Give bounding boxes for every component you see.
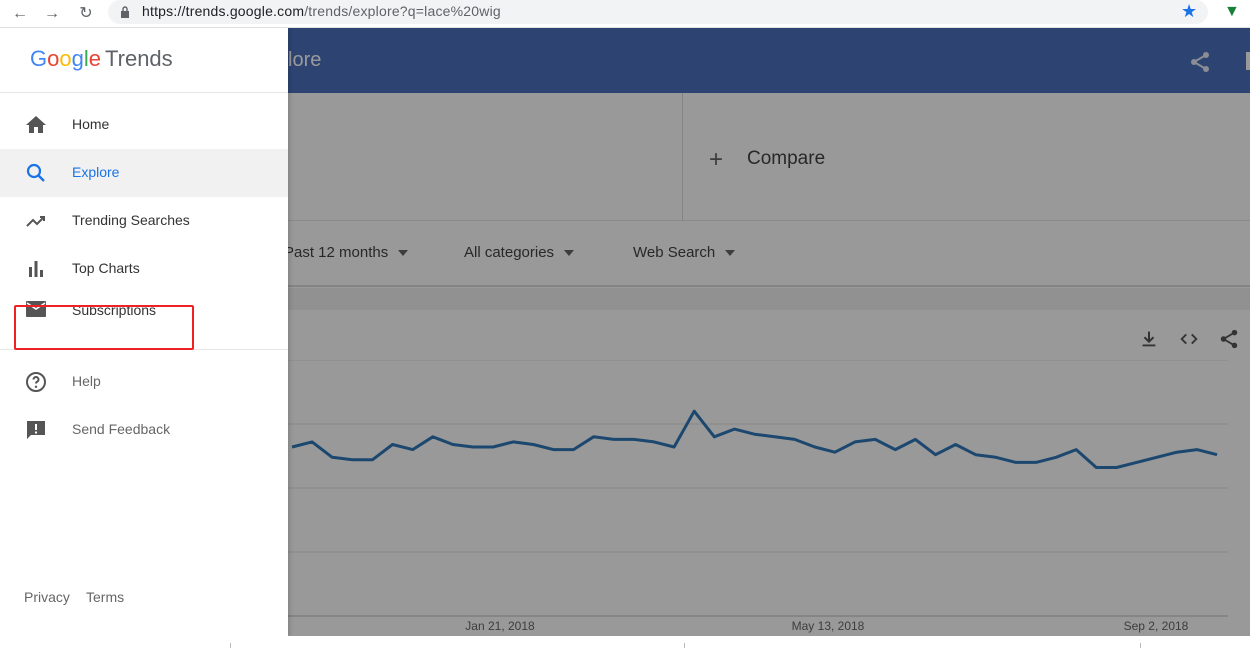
lock-icon <box>121 6 129 18</box>
nav-item-trending-searches[interactable]: Trending Searches <box>0 197 288 245</box>
dropdown-caret-icon <box>564 250 575 257</box>
url-text: https://trends.google.com/trends/explore… <box>142 3 501 19</box>
reload-icon[interactable]: ↻ <box>79 5 93 22</box>
x-tick-label: Sep 2, 2018 <box>1124 619 1189 633</box>
bottom-tick <box>684 643 685 648</box>
time-range-select[interactable]: Past 12 months <box>284 244 409 261</box>
trending-up-icon <box>26 216 45 227</box>
extension-icon[interactable]: ▼ <box>1224 3 1240 20</box>
dropdown-caret-icon <box>725 250 736 257</box>
nav-item-top-charts[interactable]: Top Charts <box>0 245 288 293</box>
interest-line-chart: Jan 21, 2018 May 13, 2018 Sep 2, 2018 <box>288 360 1228 633</box>
page-title: lore <box>288 49 322 71</box>
feedback-icon <box>27 421 45 439</box>
dropdown-caret-icon <box>398 250 409 257</box>
home-icon <box>26 116 46 133</box>
bar-chart-icon <box>29 261 43 277</box>
forward-arrow-icon[interactable]: → <box>44 5 60 22</box>
search-divider <box>682 93 683 221</box>
add-icon[interactable]: + <box>709 146 724 173</box>
search-type-select[interactable]: Web Search <box>633 244 736 261</box>
nav-item-explore[interactable]: Explore <box>0 149 288 197</box>
nav-item-home[interactable]: Home <box>0 101 288 149</box>
back-arrow-icon[interactable]: ← <box>12 5 28 22</box>
bottom-tick <box>1140 643 1141 648</box>
privacy-link[interactable]: Privacy <box>24 589 70 605</box>
interest-over-time-card <box>288 310 1250 640</box>
x-tick-label: May 13, 2018 <box>792 619 865 633</box>
nav-item-help[interactable]: Help <box>0 358 288 406</box>
download-icon[interactable] <box>1138 328 1160 350</box>
google-trends-logo[interactable]: Google Trends <box>30 46 173 71</box>
nav-item-send-feedback[interactable]: Send Feedback <box>0 406 288 454</box>
bottom-strip <box>0 636 1250 648</box>
header-more-icon[interactable] <box>1246 52 1250 70</box>
browser-toolbar: ← → ↻ https://trends.google.com/trends/e… <box>0 0 1250 28</box>
series-line <box>291 409 1218 469</box>
bottom-tick <box>230 643 231 648</box>
compare-button[interactable]: Compare <box>747 148 826 169</box>
terms-link[interactable]: Terms <box>86 589 125 605</box>
drawer-scrim[interactable] <box>288 28 1250 648</box>
subscriptions-highlight-box <box>14 305 194 350</box>
drawer-divider <box>0 92 288 93</box>
address-bar[interactable] <box>108 0 1208 24</box>
category-select[interactable]: All categories <box>464 244 575 261</box>
bookmark-star-icon[interactable]: ★ <box>1181 1 1198 21</box>
embed-code-icon[interactable] <box>1178 328 1200 350</box>
x-tick-label: Jan 21, 2018 <box>465 619 535 633</box>
share-icon[interactable] <box>1188 50 1212 74</box>
search-icon <box>26 163 45 182</box>
navigation-drawer: Google Trends Home Explore Trending Searc… <box>0 28 288 636</box>
card-share-icon[interactable] <box>1218 328 1240 350</box>
help-icon <box>26 372 46 392</box>
